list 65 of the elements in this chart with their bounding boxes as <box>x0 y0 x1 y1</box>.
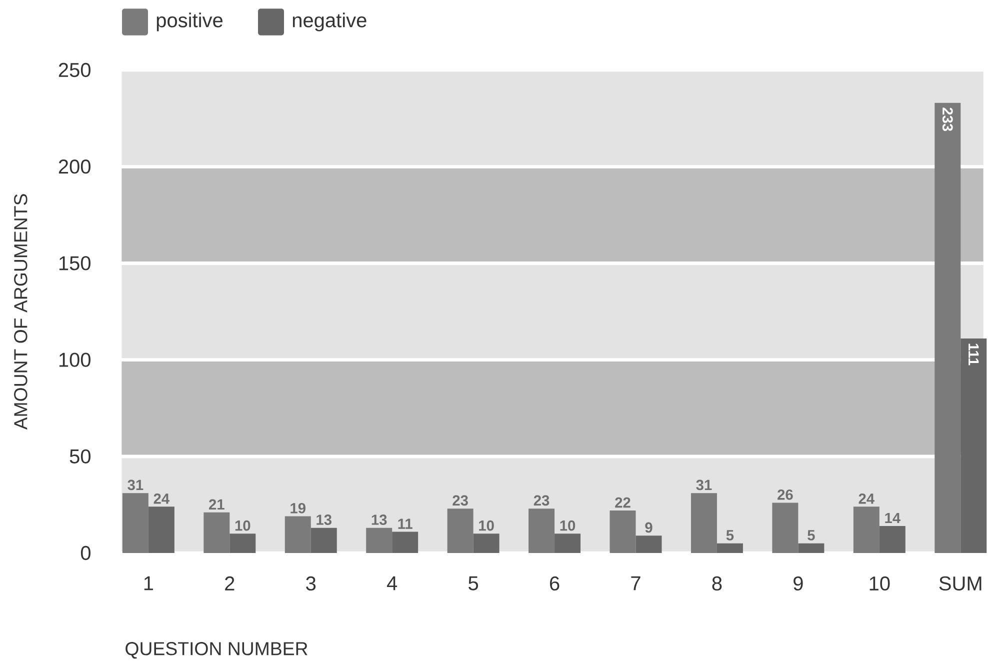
data-label: 11 <box>398 518 412 529</box>
x-tick-label: 6 <box>550 576 560 591</box>
data-label: 5 <box>726 530 734 540</box>
bar <box>960 338 987 554</box>
data-label: 19 <box>290 502 306 514</box>
x-tick-label: 10 <box>870 576 890 591</box>
x-tick-label: SUM <box>939 576 982 591</box>
data-label: 26 <box>778 489 793 500</box>
data-label: 24 <box>858 493 874 504</box>
bar <box>798 543 824 554</box>
legend-label: positive <box>156 12 223 32</box>
data-label: 10 <box>560 520 576 531</box>
data-label: 9 <box>645 522 652 533</box>
x-tick-label: 7 <box>631 576 640 590</box>
bar <box>473 534 500 554</box>
bar <box>853 506 880 554</box>
legend-label: negative <box>292 12 366 32</box>
x-tick-label: 9 <box>794 576 803 591</box>
data-label: 13 <box>372 514 387 525</box>
bar <box>447 508 474 554</box>
data-label: 23 <box>534 495 550 506</box>
data-label: 22 <box>615 497 630 508</box>
data-label: 233 <box>942 108 953 132</box>
bar <box>610 510 636 554</box>
data-label: 31 <box>696 480 712 490</box>
bar <box>934 102 961 554</box>
data-label: 14 <box>885 512 900 524</box>
y-tick-label: 50 <box>70 449 90 464</box>
bar <box>148 506 174 554</box>
y-tick-label: 200 <box>58 160 90 174</box>
y-tick-label: 250 <box>58 62 90 78</box>
bar <box>716 543 743 554</box>
data-label: 5 <box>808 530 815 540</box>
bar <box>122 493 148 554</box>
bar <box>879 526 906 554</box>
data-label: 13 <box>316 514 332 525</box>
x-axis-title: QUESTION NUMBER <box>126 642 308 659</box>
bar <box>284 516 311 554</box>
x-tick-label: 8 <box>712 576 722 591</box>
x-tick-label: 5 <box>468 576 478 590</box>
bar <box>636 536 662 554</box>
data-label: 111 <box>968 344 979 366</box>
data-label: 31 <box>128 480 144 490</box>
y-tick-label: 0 <box>80 546 90 560</box>
bar <box>772 502 798 554</box>
x-tick-label: 3 <box>306 576 316 591</box>
bar <box>528 508 555 554</box>
bar <box>366 528 392 554</box>
y-axis-title: AMOUNT OF ARGUMENTS <box>14 194 28 430</box>
x-tick-label: 2 <box>225 576 234 590</box>
data-label: 21 <box>209 499 224 510</box>
data-label: 23 <box>452 495 468 506</box>
data-label: 10 <box>235 520 250 531</box>
x-tick-label: 4 <box>386 576 398 590</box>
bar <box>690 493 717 554</box>
bar <box>392 532 418 554</box>
x-tick-label: 1 <box>144 576 154 590</box>
bar <box>204 512 230 554</box>
bar <box>554 534 581 554</box>
bar <box>310 528 337 554</box>
data-label: 24 <box>154 493 170 504</box>
data-label: 10 <box>479 520 494 531</box>
y-tick-label: 100 <box>59 352 90 367</box>
y-tick-label: 150 <box>59 256 90 270</box>
bar <box>230 534 256 554</box>
